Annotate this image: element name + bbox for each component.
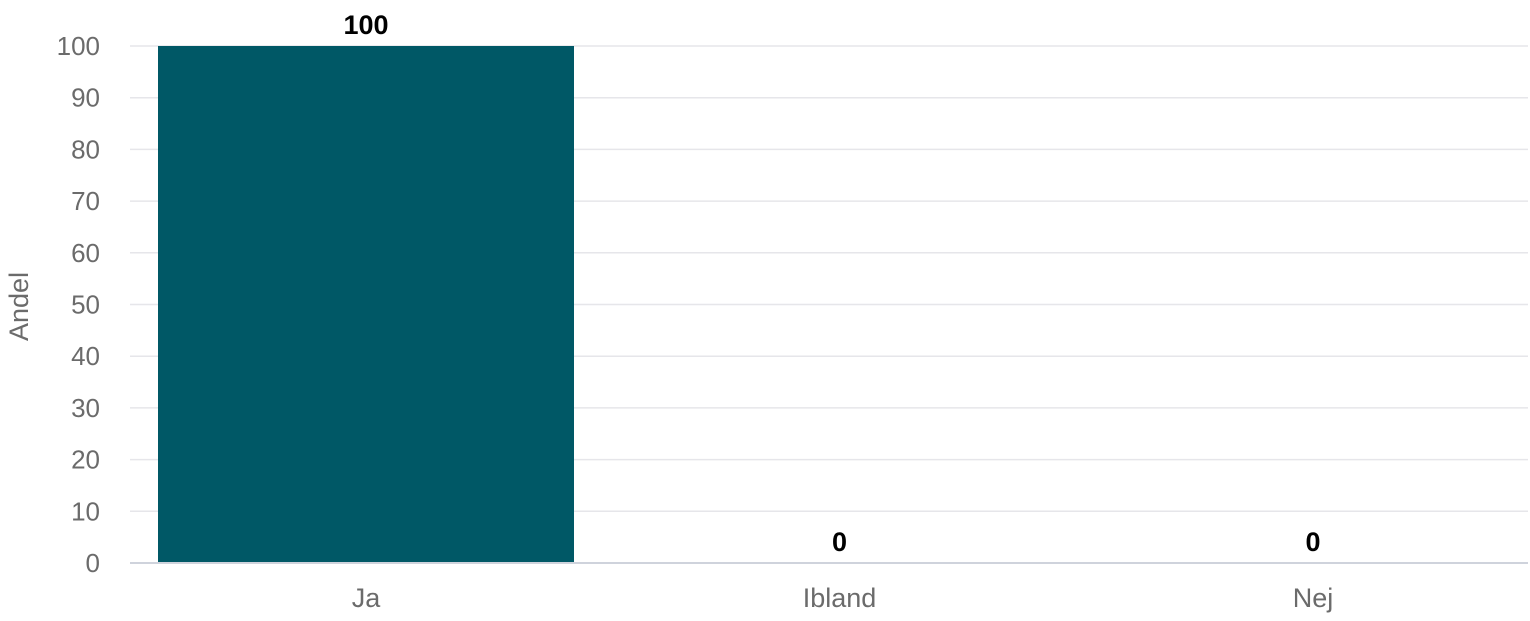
y-tick-label: 80	[71, 134, 100, 164]
y-tick-label: 0	[86, 548, 100, 578]
y-tick-label: 40	[71, 341, 100, 371]
y-tick-label: 90	[71, 83, 100, 113]
y-tick-label: 100	[57, 31, 100, 61]
y-axis-ticks: 0 10 20 30 40 50 60 70 80 90 100	[57, 31, 100, 578]
x-category-label: Ibland	[803, 583, 877, 613]
y-tick-label: 50	[71, 290, 100, 320]
y-tick-label: 10	[71, 496, 100, 526]
y-tick-label: 30	[71, 393, 100, 423]
y-axis-title: Andel	[4, 272, 34, 341]
y-tick-label: 70	[71, 186, 100, 216]
y-tick-label: 20	[71, 445, 100, 475]
x-axis-categories: Ja Ibland Nej	[352, 583, 1334, 613]
y-tick-label: 60	[71, 238, 100, 268]
x-category-label: Ja	[352, 583, 382, 613]
data-label-ibland: 0	[832, 527, 847, 557]
data-label-background	[1298, 525, 1328, 559]
data-label-background	[824, 525, 855, 559]
x-category-label: Nej	[1293, 583, 1334, 613]
data-label-ja: 100	[343, 10, 388, 40]
data-label-nej: 0	[1305, 527, 1320, 557]
bar-ja	[158, 46, 574, 563]
data-labels: 100 0 0	[343, 10, 1328, 559]
bars	[158, 46, 574, 563]
